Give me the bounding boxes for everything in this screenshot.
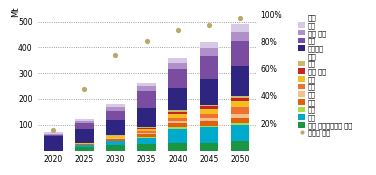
Bar xyxy=(106,135,125,136)
Bar xyxy=(137,131,156,133)
Bar xyxy=(106,141,125,145)
Bar xyxy=(75,145,94,147)
Bar xyxy=(168,118,187,121)
Bar xyxy=(137,91,156,108)
Bar xyxy=(137,144,156,150)
Legend: 현장, 기타, 정유 공장, 철강, 화학물질, 상업, 기타, 정유 공장, 산업, 선박, 항공, 도로, 건물, 발전, 가스 그리드에서의 혼합, 저탄: 현장, 기타, 정유 공장, 철강, 화학물질, 상업, 기타, 정유 공장, … xyxy=(298,15,352,136)
Bar xyxy=(200,108,218,114)
Bar xyxy=(168,110,187,112)
Bar xyxy=(137,128,156,129)
Bar xyxy=(106,139,125,141)
Bar xyxy=(200,106,218,108)
Bar xyxy=(231,32,249,41)
Y-axis label: Mt: Mt xyxy=(11,6,20,16)
Bar xyxy=(200,126,218,127)
Bar xyxy=(168,121,187,123)
Bar xyxy=(168,123,187,127)
Bar xyxy=(231,101,249,107)
Bar xyxy=(75,121,94,123)
Bar xyxy=(168,69,187,88)
Bar xyxy=(200,56,218,79)
Bar xyxy=(200,105,218,106)
Bar xyxy=(44,136,62,150)
Bar xyxy=(44,135,62,136)
Bar xyxy=(200,121,218,126)
Bar xyxy=(137,138,156,144)
Point xyxy=(144,40,150,43)
Bar xyxy=(106,138,125,139)
Bar xyxy=(231,96,249,98)
Bar xyxy=(106,104,125,107)
Bar xyxy=(75,119,94,121)
Bar xyxy=(231,114,249,118)
Bar xyxy=(200,48,218,56)
Bar xyxy=(137,86,156,91)
Bar xyxy=(106,145,125,150)
Bar xyxy=(137,82,156,86)
Bar xyxy=(75,129,94,143)
Bar xyxy=(231,98,249,101)
Bar xyxy=(75,143,94,144)
Bar xyxy=(137,137,156,138)
Bar xyxy=(200,143,218,150)
Point xyxy=(175,29,181,32)
Point xyxy=(50,129,56,131)
Bar xyxy=(137,127,156,128)
Bar xyxy=(137,108,156,127)
Bar xyxy=(106,107,125,111)
Bar xyxy=(75,147,94,150)
Bar xyxy=(231,66,249,96)
Bar xyxy=(106,120,125,135)
Bar xyxy=(168,58,187,63)
Bar xyxy=(200,42,218,48)
Bar xyxy=(200,127,218,143)
Bar xyxy=(231,107,249,114)
Bar xyxy=(231,24,249,32)
Bar xyxy=(200,118,218,121)
Bar xyxy=(137,133,156,134)
Bar xyxy=(231,141,249,150)
Bar xyxy=(231,41,249,66)
Bar xyxy=(200,79,218,105)
Bar xyxy=(231,125,249,141)
Bar xyxy=(44,132,62,134)
Point xyxy=(112,54,118,56)
Bar xyxy=(231,123,249,125)
Bar xyxy=(44,134,62,135)
Bar xyxy=(168,112,187,114)
Bar xyxy=(137,134,156,137)
Point xyxy=(237,17,243,19)
Bar xyxy=(168,88,187,110)
Bar xyxy=(168,143,187,150)
Bar xyxy=(168,127,187,129)
Point xyxy=(81,88,87,90)
Point xyxy=(206,23,212,26)
Bar xyxy=(106,136,125,138)
Bar xyxy=(168,63,187,69)
Bar xyxy=(75,144,94,145)
Bar xyxy=(75,123,94,129)
Bar xyxy=(231,118,249,123)
Bar xyxy=(168,129,187,143)
Bar xyxy=(137,129,156,131)
Bar xyxy=(106,111,125,120)
Bar xyxy=(168,114,187,118)
Bar xyxy=(200,114,218,118)
